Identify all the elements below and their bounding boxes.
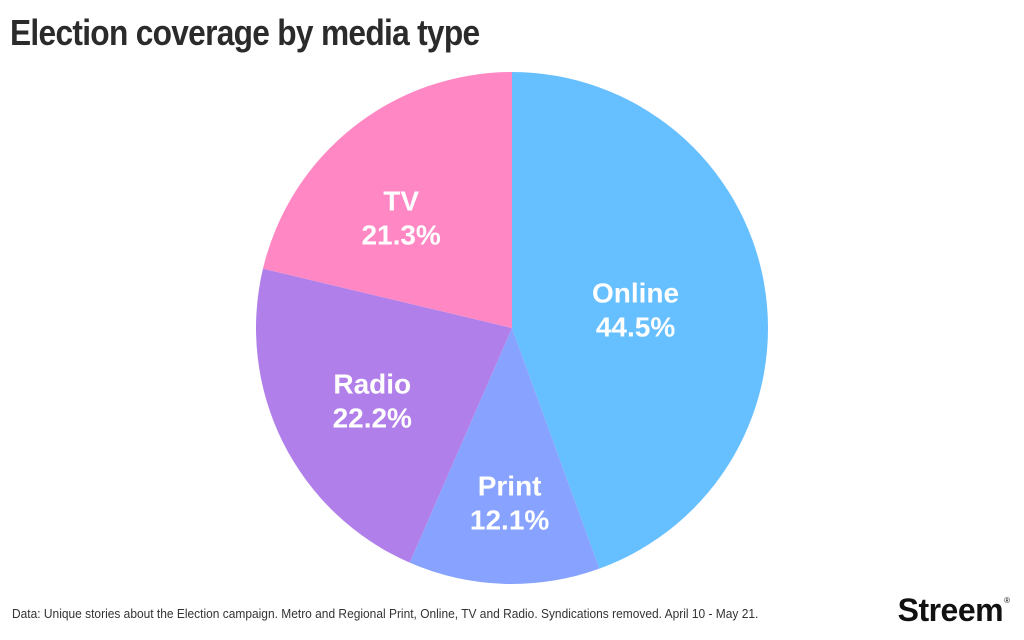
slice-value-label: 44.5% [596,311,675,342]
slice-category-label: Online [592,277,679,308]
slice-category-label: TV [383,185,419,216]
registered-mark: ® [1004,596,1010,605]
brand-name: Streem [897,592,1004,628]
pie-slice-tv [262,72,512,328]
slice-value-label: 12.1% [470,505,549,536]
pie-slice-radio [256,268,512,563]
data-source-footnote: Data: Unique stories about the Election … [12,606,759,621]
slice-category-label: Print [478,471,542,502]
slice-value-label: 22.2% [333,403,412,434]
pie-slice-print [409,328,600,584]
streem-logo: Streem ® [898,592,1010,629]
pie-slice-online [512,72,768,569]
chart-title: Election coverage by media type [10,12,480,53]
pie-slices [256,72,768,584]
slice-category-label: Radio [333,369,411,400]
slice-value-label: 21.3% [361,219,440,250]
